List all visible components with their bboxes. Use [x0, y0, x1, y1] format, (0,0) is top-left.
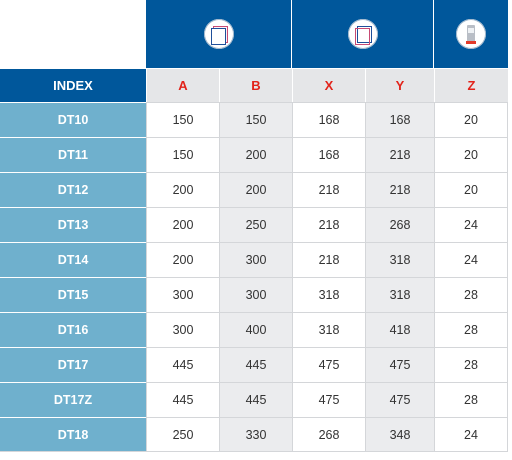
- cell-b: 150: [219, 102, 292, 137]
- row-index-label: DT11: [0, 137, 146, 172]
- cell-b: 330: [219, 417, 292, 452]
- column-header-x: X: [292, 68, 365, 102]
- table-row: DT16 300 400 318 418 28: [0, 312, 508, 347]
- cell-y: 268: [365, 207, 434, 242]
- cell-z: 28: [434, 277, 508, 312]
- cell-y: 218: [365, 172, 434, 207]
- table-row: DT17 445 445 475 475 28: [0, 347, 508, 382]
- dimension-table: INDEX A B X Y Z DT10 150 150 168 168 20 DT11 15…: [0, 0, 508, 452]
- cell-y: 475: [365, 382, 434, 417]
- cell-y: 318: [365, 277, 434, 312]
- column-header-z: Z: [434, 68, 508, 102]
- icon-group-ab: [146, 0, 292, 68]
- cell-z: 24: [434, 242, 508, 277]
- cell-a: 150: [146, 137, 219, 172]
- cell-a: 150: [146, 102, 219, 137]
- cell-y: 418: [365, 312, 434, 347]
- cell-b: 445: [219, 347, 292, 382]
- cell-z: 20: [434, 172, 508, 207]
- index-header: INDEX: [0, 68, 146, 102]
- cell-a: 300: [146, 277, 219, 312]
- cell-y: 168: [365, 102, 434, 137]
- cell-b: 300: [219, 277, 292, 312]
- table-row: DT12 200 200 218 218 20: [0, 172, 508, 207]
- cell-x: 218: [292, 172, 365, 207]
- table-row: DT11 150 200 168 218 20: [0, 137, 508, 172]
- blank-corner: [0, 0, 146, 68]
- cell-a: 200: [146, 172, 219, 207]
- cell-x: 268: [292, 417, 365, 452]
- row-index-label: DT12: [0, 172, 146, 207]
- cell-y: 475: [365, 347, 434, 382]
- cell-x: 218: [292, 242, 365, 277]
- panel-front-icon: [203, 19, 234, 49]
- row-index-label: DT13: [0, 207, 146, 242]
- cell-b: 300: [219, 242, 292, 277]
- row-index-label: DT10: [0, 102, 146, 137]
- cell-x: 318: [292, 277, 365, 312]
- cell-a: 250: [146, 417, 219, 452]
- cell-y: 348: [365, 417, 434, 452]
- row-index-label: DT17Z: [0, 382, 146, 417]
- cell-b: 250: [219, 207, 292, 242]
- column-header-y: Y: [365, 68, 434, 102]
- table-row: DT15 300 300 318 318 28: [0, 277, 508, 312]
- icon-group-xy: [292, 0, 434, 68]
- row-index-label: DT17: [0, 347, 146, 382]
- column-header-b: B: [219, 68, 292, 102]
- cell-y: 218: [365, 137, 434, 172]
- row-index-label: DT16: [0, 312, 146, 347]
- cell-a: 445: [146, 347, 219, 382]
- cell-z: 20: [434, 102, 508, 137]
- cell-z: 28: [434, 347, 508, 382]
- cell-b: 200: [219, 137, 292, 172]
- row-index-label: DT18: [0, 417, 146, 452]
- cell-z: 24: [434, 207, 508, 242]
- cell-b: 445: [219, 382, 292, 417]
- table-row: DT14 200 300 218 318 24: [0, 242, 508, 277]
- cell-z: 28: [434, 382, 508, 417]
- cell-x: 475: [292, 382, 365, 417]
- device-depth-icon: [456, 19, 486, 49]
- column-header-a: A: [146, 68, 219, 102]
- cell-b: 400: [219, 312, 292, 347]
- icon-header-row: [0, 0, 508, 68]
- table-row: DT17Z 445 445 475 475 28: [0, 382, 508, 417]
- cell-x: 475: [292, 347, 365, 382]
- cell-x: 168: [292, 137, 365, 172]
- cell-a: 200: [146, 242, 219, 277]
- row-index-label: DT14: [0, 242, 146, 277]
- row-index-label: DT15: [0, 277, 146, 312]
- cell-b: 200: [219, 172, 292, 207]
- cell-a: 200: [146, 207, 219, 242]
- column-header-row: INDEX A B X Y Z: [0, 68, 508, 102]
- cell-x: 218: [292, 207, 365, 242]
- cell-z: 24: [434, 417, 508, 452]
- table-row: DT13 200 250 218 268 24: [0, 207, 508, 242]
- cell-a: 300: [146, 312, 219, 347]
- cell-z: 20: [434, 137, 508, 172]
- table-body: DT10 150 150 168 168 20 DT11 150 200 168 218 20 DT12…: [0, 102, 508, 452]
- cell-x: 318: [292, 312, 365, 347]
- table-row: DT18 250 330 268 348 24: [0, 417, 508, 452]
- cell-y: 318: [365, 242, 434, 277]
- cell-x: 168: [292, 102, 365, 137]
- cell-z: 28: [434, 312, 508, 347]
- icon-group-z: [434, 0, 508, 68]
- panel-back-icon: [347, 19, 378, 49]
- cell-a: 445: [146, 382, 219, 417]
- table-row: DT10 150 150 168 168 20: [0, 102, 508, 137]
